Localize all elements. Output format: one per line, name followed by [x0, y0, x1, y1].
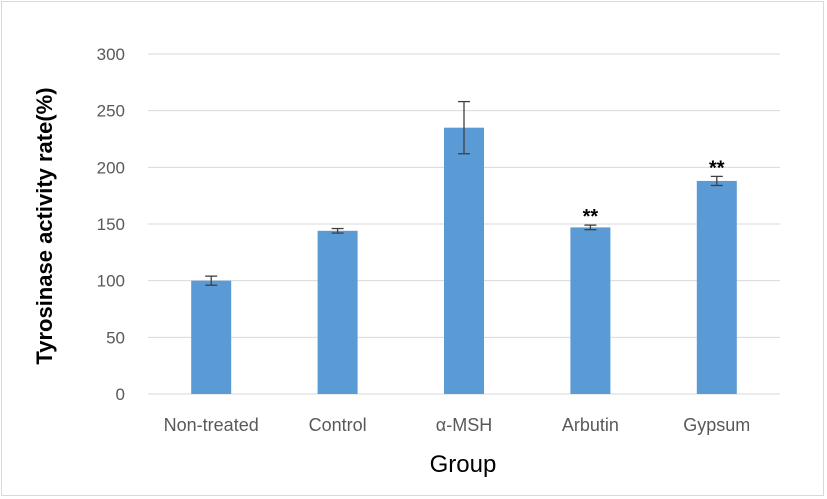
- x-category-label: Control: [309, 415, 367, 435]
- x-category-label: α-MSH: [436, 415, 492, 435]
- error-bar: [205, 275, 218, 286]
- error-bars: [205, 100, 723, 286]
- error-bar: [331, 227, 344, 234]
- y-axis-ticks: 0 50 100 150 200 250 300: [97, 45, 125, 404]
- x-category-label: Gypsum: [683, 415, 750, 435]
- bar: [317, 230, 358, 394]
- x-category-label: Non-treated: [164, 415, 259, 435]
- y-axis-label: Tyrosinase activity rate(%): [32, 87, 57, 364]
- bar: [191, 280, 232, 394]
- bar: [444, 127, 484, 395]
- y-tick-label: 200: [97, 158, 125, 177]
- x-axis-categories: Non-treated Control α-MSH Arbutin Gypsum: [164, 415, 751, 435]
- y-tick-label: 150: [97, 215, 125, 234]
- error-bar: [710, 175, 723, 187]
- bars: [191, 127, 737, 395]
- y-tick-label: 0: [116, 385, 125, 404]
- bar: [570, 227, 611, 394]
- significance-label: **: [709, 157, 725, 179]
- x-category-label: Arbutin: [562, 415, 619, 435]
- error-bar: [458, 100, 470, 155]
- significance-marks: ** **: [583, 157, 725, 228]
- significance-label: **: [583, 206, 599, 228]
- y-tick-label: 300: [97, 45, 125, 64]
- x-axis-label: Group: [430, 451, 497, 478]
- y-tick-label: 50: [106, 328, 125, 347]
- bar: [696, 180, 737, 394]
- error-bar: [584, 224, 597, 231]
- y-tick-label: 250: [97, 102, 125, 121]
- y-tick-label: 100: [97, 272, 125, 291]
